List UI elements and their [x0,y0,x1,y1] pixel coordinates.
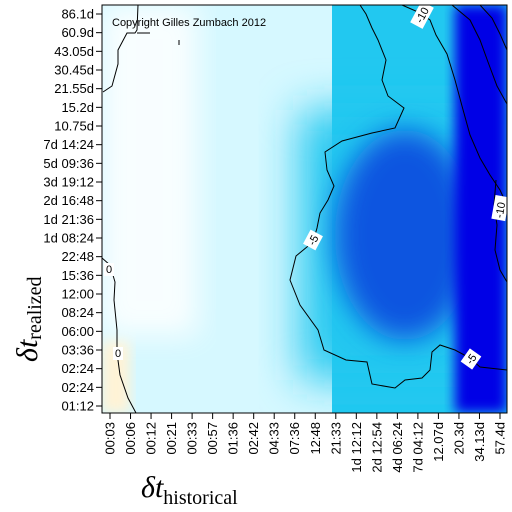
y-tick-label: 5d 09:36 [43,156,94,171]
plot-frame [101,4,508,414]
y-axis-title: δtrealized [11,276,46,362]
y-tick-label: 03:36 [61,343,94,358]
contour-label-f-text: 0 [115,348,121,360]
x-tick-label: 00:57 [205,422,220,455]
x-axis: 00:03 00:06 00:12 00:21 00:33 00:57 01:36 02:42… [103,413,508,473]
y-axis: 86.1d 60.9d 43.05d 30.45d 21.55d 15.2d 10.75d 7… [43,7,102,414]
heatmap-deep-core [335,130,475,340]
y-tick-label: 15.2d [61,100,94,115]
x-tick-label: 7d 04:12 [410,422,425,473]
x-tick-label: 04:33 [267,422,282,455]
contour-minus10-inner-b [479,5,507,51]
contour-label-d: -5 [460,348,482,370]
y-tick-label: 02:24 [61,361,94,376]
contour-label-e: 0 [104,263,114,276]
y-axis-title-text: δtrealized [11,276,46,362]
y-axis-title-sub: realized [24,276,46,339]
x-tick-label: 00:03 [103,422,118,455]
contour-label-c: -5 [303,229,323,251]
contour-minus10-top [401,5,507,206]
x-tick-label: 2d 12:54 [369,422,384,473]
x-tick-label: 1d 12:12 [349,422,364,473]
copyright-annotation: Copyright Gilles Zumbach 2012 [112,17,266,29]
y-tick-label: 86.1d [61,7,94,22]
y-tick-label: 21.55d [54,81,94,96]
x-axis-title-main: δt [141,471,164,504]
y-tick-label: 1d 08:24 [43,231,94,246]
y-tick-label: 3d 19:12 [43,175,94,190]
y-tick-label: 15:36 [61,268,94,283]
contour-minus10-right [493,179,507,283]
y-tick-label: 06:00 [61,324,94,339]
y-axis-title-main: δt [11,339,44,362]
y-tick-label: 43.05d [54,44,94,59]
y-tick-label: 2d 16:48 [43,193,94,208]
y-tick-label: 7d 14:24 [43,137,94,152]
x-tick-label: 07:36 [287,422,302,455]
x-tick-label: 00:21 [164,422,179,455]
x-tick-label: 12:48 [308,422,323,455]
x-tick-label: 02:42 [246,422,261,455]
contour-label-f: 0 [113,347,123,360]
x-axis-title: δthistorical [141,471,238,509]
y-tick-label: 22:48 [61,249,94,264]
contour-zero-left [102,5,139,93]
x-axis-title-sub: historical [163,487,238,509]
x-tick-label: 01:36 [226,422,241,455]
x-tick-label: 21:33 [328,422,343,455]
x-axis-title-text: δthistorical [141,471,238,509]
x-tick-label: 12.07d [431,422,446,462]
contour-label-b-text: -10 [494,201,509,219]
contour-minus5 [289,5,507,389]
y-tick-label: 12:00 [61,287,94,302]
x-tick-label: 00:06 [123,422,138,455]
contour-label-e-text: 0 [106,264,112,276]
x-tick-label: 00:12 [144,422,159,455]
y-tick-label: 60.9d [61,25,94,40]
contour-label-b: -10 [491,194,509,222]
y-tick-label: 08:24 [61,305,94,320]
heatmap-near-zero-region [102,5,197,335]
y-tick-label: 01:12 [61,399,94,414]
y-tick-label: 1d 21:36 [43,212,94,227]
x-tick-label: 4d 06:24 [390,422,405,473]
x-tick-label: 20.3d [451,422,466,455]
plot-area: -10 -10 -5 -5 0 0 [102,5,509,413]
x-tick-label: 34.13d [472,422,487,462]
y-tick-label: 02:24 [61,380,94,395]
y-tick-label: 30.45d [54,63,94,78]
x-tick-label: 00:33 [185,422,200,455]
x-tick-label: 57.4d [493,422,508,455]
contour-minus10-inner-a [451,5,507,105]
y-tick-label: 10.75d [54,119,94,134]
